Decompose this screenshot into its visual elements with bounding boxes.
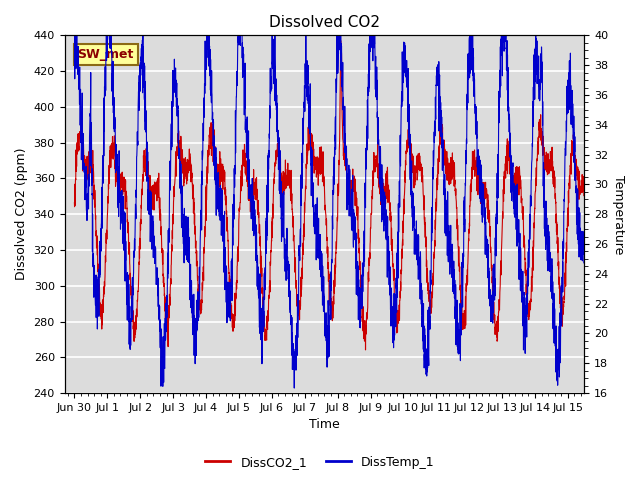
DissTemp_1 (571, 149, 579, 155)
DissCO2_1 (266, 289, 274, 295)
DissTemp_1 (266, 115, 274, 121)
DissCO2_1 (288, 206, 296, 212)
Y-axis label: Dissolved CO2 (ppm): Dissolved CO2 (ppm) (15, 148, 28, 280)
DissCO2_1 (580, 176, 588, 182)
DissCO2_1 (70, 200, 78, 205)
DissTemp_1 (516, 239, 524, 245)
Text: SW_met: SW_met (77, 48, 134, 61)
DissCO2_1 (159, 247, 166, 253)
DissCO2_1 (516, 173, 524, 179)
DissCO2_1 (571, 152, 579, 157)
Line: DissTemp_1: DissTemp_1 (74, 0, 584, 388)
DissTemp_1 (291, 385, 298, 391)
Line: DissCO2_1: DissCO2_1 (74, 41, 584, 350)
DissCO2_1 (337, 38, 344, 44)
Title: Dissolved CO2: Dissolved CO2 (269, 15, 380, 30)
DissTemp_1 (159, 384, 166, 389)
DissTemp_1 (580, 250, 588, 255)
DissCO2_1 (129, 315, 136, 321)
DissTemp_1 (129, 316, 136, 322)
DissCO2_1 (362, 347, 369, 353)
DissTemp_1 (288, 352, 296, 358)
Legend: DissCO2_1, DissTemp_1: DissCO2_1, DissTemp_1 (200, 451, 440, 474)
DissTemp_1 (70, 59, 78, 65)
X-axis label: Time: Time (309, 419, 340, 432)
Y-axis label: Temperature: Temperature (612, 175, 625, 254)
